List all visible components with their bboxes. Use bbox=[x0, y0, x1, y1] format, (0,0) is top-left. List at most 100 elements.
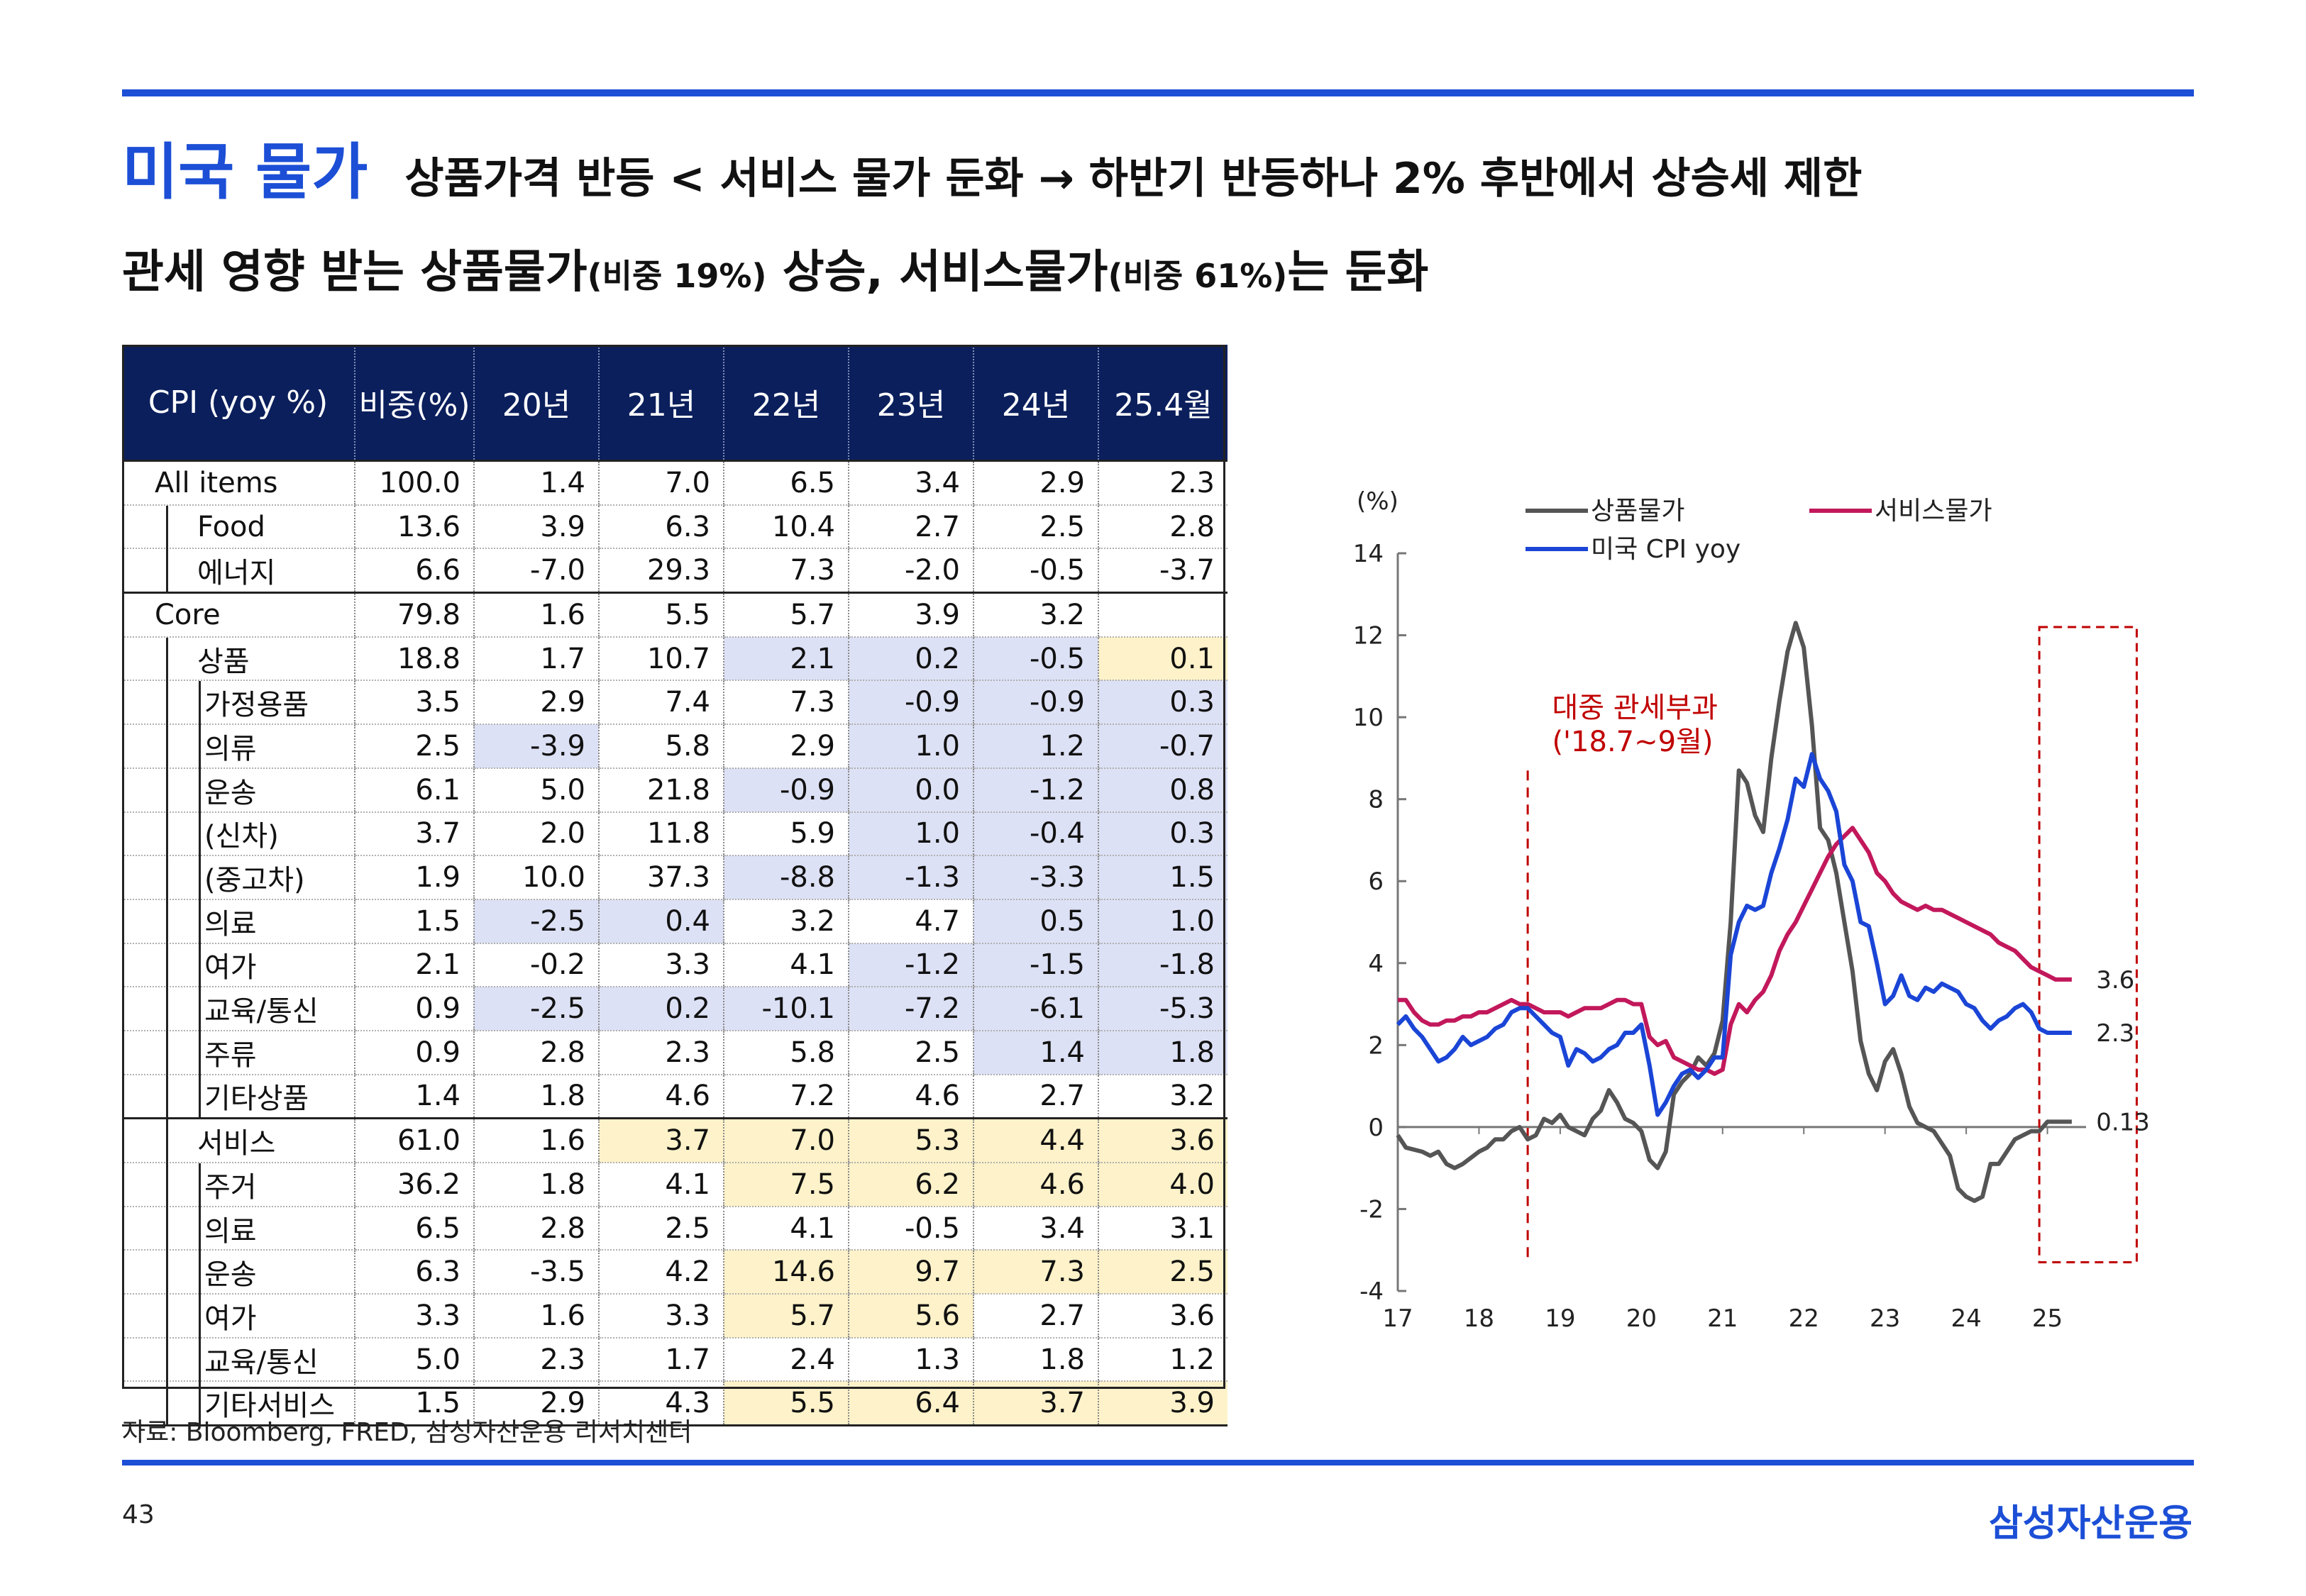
subgroup-bracket bbox=[199, 856, 201, 900]
table-cell: 2.0 bbox=[473, 811, 599, 857]
section-title: 미국 물가 bbox=[122, 137, 368, 208]
row-label: 에너지 bbox=[197, 557, 276, 590]
row-label: 주류 bbox=[204, 1038, 257, 1072]
y-tick-label: 4 bbox=[1368, 950, 1384, 978]
table-cell: 7.3 bbox=[973, 1250, 1098, 1295]
x-tick-label: 22 bbox=[1789, 1304, 1819, 1333]
end-label-goods: 0.13 bbox=[2096, 1108, 2150, 1136]
table-row: 상품 18.8 1.7 10.7 2.1 0.2 -0.5 0.1 bbox=[122, 636, 1228, 682]
table-cell: 1.0 bbox=[848, 811, 973, 857]
y-axis: -4 -2 0 2 4 6 8 10 12 14 bbox=[1353, 540, 1406, 1306]
table-cell: 4.7 bbox=[848, 899, 973, 944]
bottom-accent-rule bbox=[122, 1460, 2194, 1465]
brand-logo: 삼성자산운용 bbox=[1988, 1502, 2192, 1545]
x-tick-label: 21 bbox=[1707, 1304, 1738, 1333]
table-cell: 3.9 bbox=[473, 504, 599, 550]
table-cell: 4.6 bbox=[848, 1074, 973, 1119]
y-tick-label: 0 bbox=[1368, 1114, 1384, 1142]
table-cell: 4.2 bbox=[598, 1250, 724, 1295]
table-cell: 2.5 bbox=[848, 1030, 973, 1075]
table-cell: 9.7 bbox=[848, 1250, 973, 1295]
page-number: 43 bbox=[122, 1500, 155, 1529]
table-cell: 5.9 bbox=[723, 811, 849, 857]
table-cell: 7.0 bbox=[598, 459, 724, 506]
row-label-cell: Food bbox=[122, 504, 355, 550]
table-cell: 1.5 bbox=[1098, 855, 1228, 900]
table-cell: 1.8 bbox=[473, 1163, 599, 1207]
table-cell: 4.1 bbox=[598, 1163, 724, 1207]
table-header-cell: 24년 bbox=[973, 345, 1098, 461]
table-row: Core 79.8 1.6 5.5 5.7 3.9 3.2 bbox=[122, 592, 1228, 638]
table-cell: 4.1 bbox=[723, 1206, 849, 1251]
chart-overlay: 대중 관세부과('18.7~9월) bbox=[1526, 626, 2138, 1264]
row-label-cell: 기타상품 bbox=[122, 1074, 355, 1119]
table-cell: -2.5 bbox=[473, 899, 599, 944]
row-label-cell: (중고차) bbox=[122, 855, 355, 900]
row-label-cell: 서비스 bbox=[122, 1117, 355, 1164]
row-label: 교육/통신 bbox=[204, 995, 319, 1029]
table-cell: 3.1 bbox=[1098, 1206, 1228, 1251]
headline: 관세 영향 받는 상품물가(비중 19%) 상승, 서비스물가(비중 61%)는… bbox=[122, 235, 1428, 301]
row-label-cell: 여가 bbox=[122, 943, 355, 988]
table-cell: -0.9 bbox=[973, 680, 1098, 726]
row-label: (신차) bbox=[204, 820, 279, 853]
series-services-line bbox=[1398, 826, 2072, 1076]
subgroup-bracket bbox=[199, 987, 201, 1031]
x-tick-label: 23 bbox=[1870, 1304, 1900, 1333]
table-cell: 1.8 bbox=[473, 1074, 599, 1119]
table-header-cell: 21년 bbox=[598, 345, 724, 461]
table-row: 주류 0.9 2.8 2.3 5.8 2.5 1.4 1.8 bbox=[122, 1030, 1228, 1075]
row-label: 기타서비스 bbox=[204, 1390, 335, 1423]
y-tick-label: 6 bbox=[1368, 868, 1384, 896]
table-cell: 4.3 bbox=[598, 1381, 724, 1427]
table-cell: 5.3 bbox=[848, 1117, 973, 1164]
table-cell: 2.4 bbox=[723, 1337, 849, 1382]
table-cell: 1.3 bbox=[848, 1337, 973, 1382]
table-cell: 4.0 bbox=[1098, 1163, 1228, 1207]
table-cell: 2.5 bbox=[973, 504, 1098, 550]
table-cell: -1.3 bbox=[848, 855, 973, 900]
table-row: 의류 2.5 -3.9 5.8 2.9 1.0 1.2 -0.7 bbox=[122, 724, 1228, 769]
table-cell: -0.5 bbox=[848, 1206, 973, 1251]
section-subtitle: 상품가격 반등 < 서비스 물가 둔화 → 하반기 반등하나 2% 후반에서 상… bbox=[404, 154, 1863, 204]
table-row: 주거 36.2 1.8 4.1 7.5 6.2 4.6 4.0 bbox=[122, 1163, 1228, 1207]
table-row: 운송 6.1 5.0 21.8 -0.9 0.0 -1.2 0.8 bbox=[122, 767, 1228, 813]
table-cell: 2.3 bbox=[598, 1030, 724, 1075]
row-label: 운송 bbox=[204, 776, 257, 809]
y-tick-label: 10 bbox=[1353, 704, 1384, 732]
table-cell: 3.4 bbox=[848, 459, 973, 506]
table-cell: 0.9 bbox=[354, 1030, 474, 1075]
row-label: 의류 bbox=[204, 732, 257, 765]
table-cell: 11.8 bbox=[598, 811, 724, 857]
table-cell bbox=[1098, 592, 1228, 638]
table-cell: 0.2 bbox=[848, 636, 973, 682]
group-bracket bbox=[166, 637, 168, 682]
y-axis-unit: (%) bbox=[1357, 487, 1399, 516]
row-label-cell: 상품 bbox=[122, 636, 355, 682]
x-tick-label: 17 bbox=[1382, 1304, 1413, 1333]
table-cell: 6.1 bbox=[354, 767, 474, 813]
table-body: All items 100.0 1.4 7.0 6.5 3.4 2.9 2.3 Food 13.6… bbox=[122, 459, 1228, 1427]
table-cell: -1.8 bbox=[1098, 943, 1228, 988]
group-bracket bbox=[166, 1075, 168, 1119]
table-cell: 0.2 bbox=[598, 987, 724, 1031]
end-label-cpi: 2.3 bbox=[2096, 1019, 2134, 1048]
row-label: All items bbox=[155, 466, 278, 499]
subgroup-bracket bbox=[199, 1295, 201, 1339]
row-label: Food bbox=[197, 510, 265, 543]
group-bracket bbox=[166, 856, 168, 900]
table-cell: 3.7 bbox=[354, 811, 474, 857]
table-cell: -0.9 bbox=[848, 680, 973, 726]
table-cell: 2.1 bbox=[723, 636, 849, 682]
table-cell: 7.3 bbox=[723, 548, 849, 594]
table-cell: 1.9 bbox=[354, 855, 474, 900]
table-cell: 6.3 bbox=[598, 504, 724, 550]
row-label-cell: 기타서비스 bbox=[122, 1381, 355, 1427]
table-cell: 2.9 bbox=[473, 1381, 599, 1427]
table-cell: -8.8 bbox=[723, 855, 849, 900]
table-cell: 0.8 bbox=[1098, 767, 1228, 813]
table-cell: -0.4 bbox=[973, 811, 1098, 857]
row-label-cell: 주류 bbox=[122, 1030, 355, 1075]
